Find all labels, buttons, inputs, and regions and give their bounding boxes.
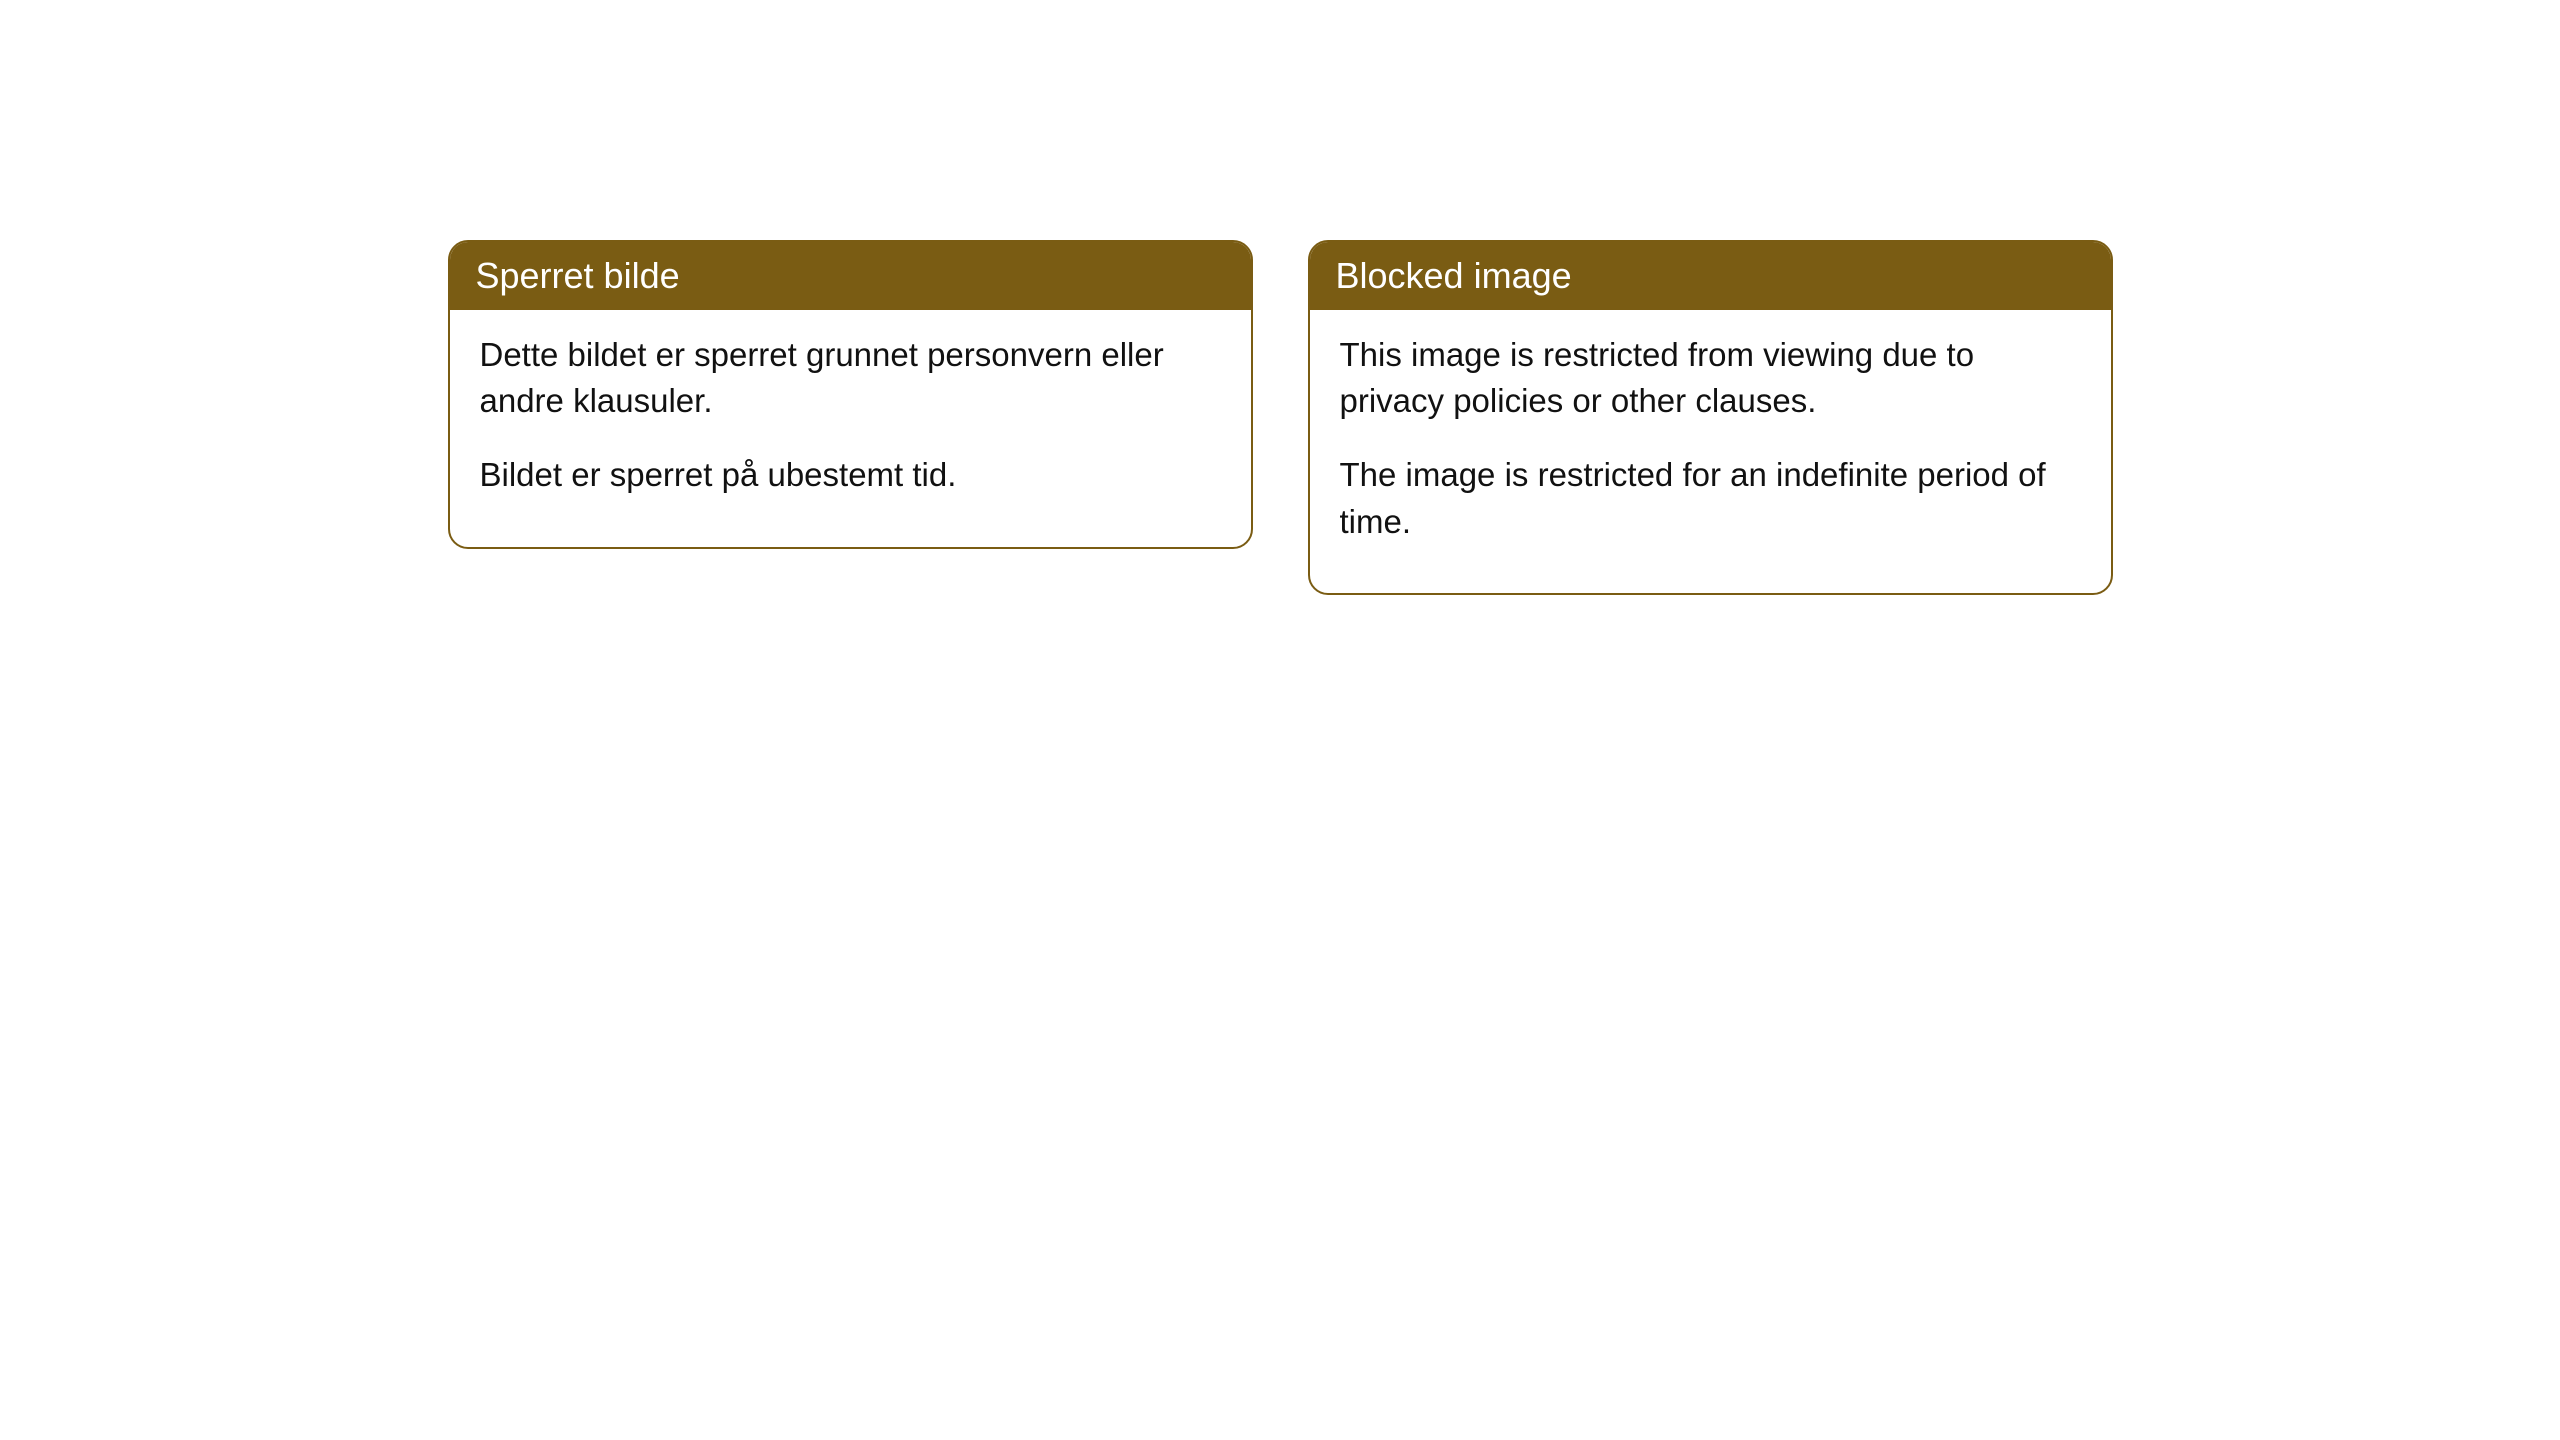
card-paragraph: Bildet er sperret på ubestemt tid. bbox=[480, 452, 1221, 498]
card-header: Blocked image bbox=[1310, 242, 2111, 310]
blocked-image-card-english: Blocked image This image is restricted f… bbox=[1308, 240, 2113, 595]
card-paragraph: Dette bildet er sperret grunnet personve… bbox=[480, 332, 1221, 424]
blocked-image-card-norwegian: Sperret bilde Dette bildet er sperret gr… bbox=[448, 240, 1253, 549]
notification-cards-container: Sperret bilde Dette bildet er sperret gr… bbox=[448, 240, 2113, 1440]
card-header: Sperret bilde bbox=[450, 242, 1251, 310]
card-body: This image is restricted from viewing du… bbox=[1310, 310, 2111, 593]
card-title: Sperret bilde bbox=[476, 255, 680, 296]
card-title: Blocked image bbox=[1336, 255, 1572, 296]
card-paragraph: The image is restricted for an indefinit… bbox=[1340, 452, 2081, 544]
card-body: Dette bildet er sperret grunnet personve… bbox=[450, 310, 1251, 547]
card-paragraph: This image is restricted from viewing du… bbox=[1340, 332, 2081, 424]
